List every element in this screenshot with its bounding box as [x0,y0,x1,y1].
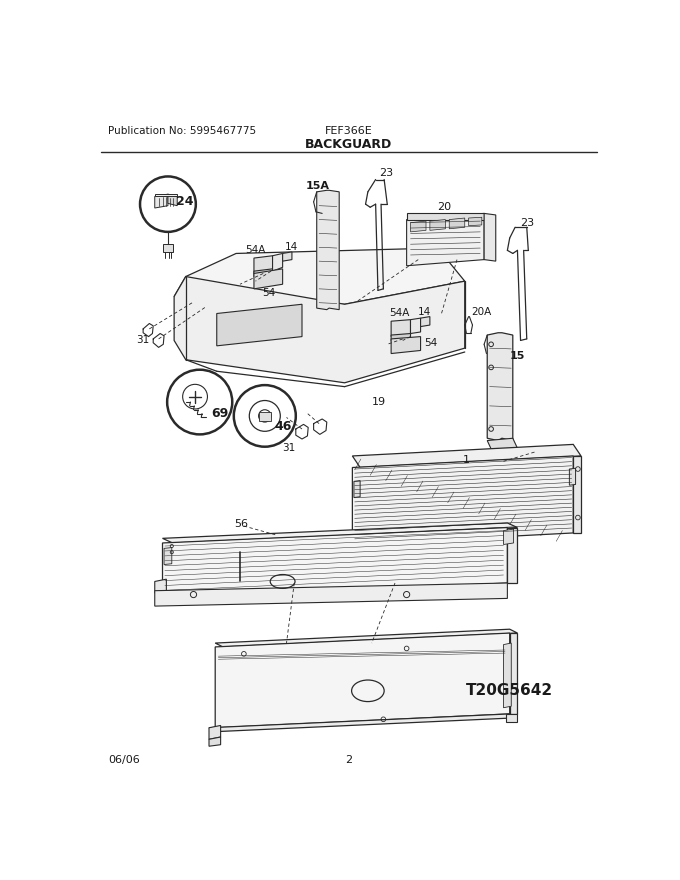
Polygon shape [155,579,167,593]
Polygon shape [283,252,292,261]
Polygon shape [352,456,573,545]
Text: 06/06: 06/06 [108,755,140,765]
Text: 1: 1 [463,455,470,465]
Polygon shape [174,276,464,383]
Polygon shape [507,527,517,583]
Polygon shape [168,194,177,206]
Polygon shape [449,218,464,229]
Polygon shape [209,737,220,746]
Text: 54: 54 [262,288,275,297]
Polygon shape [258,412,271,422]
Polygon shape [155,194,177,196]
Text: 23: 23 [379,168,394,179]
Polygon shape [317,190,339,310]
Polygon shape [411,318,420,334]
Text: T20G5642: T20G5642 [466,683,554,699]
Text: 14: 14 [418,307,432,317]
Polygon shape [488,438,517,451]
Polygon shape [469,217,482,225]
Polygon shape [420,317,430,326]
Text: 23: 23 [521,217,534,228]
Polygon shape [155,194,168,208]
Polygon shape [163,244,173,252]
Text: 2: 2 [345,755,352,765]
Polygon shape [354,480,360,497]
Polygon shape [352,444,581,467]
Polygon shape [411,221,426,232]
Text: 14: 14 [285,241,299,252]
Polygon shape [254,269,283,289]
Polygon shape [573,456,581,533]
Text: 54: 54 [424,338,438,348]
Polygon shape [217,304,302,346]
Polygon shape [430,219,445,231]
Polygon shape [164,547,172,565]
Polygon shape [155,583,507,606]
Polygon shape [484,214,496,261]
Polygon shape [503,529,513,545]
Text: BACKGUARD: BACKGUARD [305,137,392,150]
Text: 15A: 15A [306,181,330,192]
Polygon shape [391,336,420,354]
Text: 20A: 20A [471,307,491,317]
Text: 19: 19 [372,397,386,407]
Polygon shape [510,633,517,714]
Text: 31: 31 [283,444,296,453]
Text: 20: 20 [438,202,452,212]
Polygon shape [273,253,283,271]
Polygon shape [215,633,510,728]
Polygon shape [503,643,511,708]
Text: 56: 56 [234,519,248,530]
Text: 15: 15 [510,351,525,361]
Text: 24: 24 [175,195,193,209]
Text: Publication No: 5995467775: Publication No: 5995467775 [108,126,256,136]
Polygon shape [163,523,517,543]
Polygon shape [215,629,517,647]
Polygon shape [407,214,484,266]
Polygon shape [163,527,507,598]
Polygon shape [209,714,517,731]
Polygon shape [407,214,484,219]
Text: 46: 46 [274,420,292,433]
Text: 54A: 54A [389,309,409,319]
Text: 69: 69 [211,407,228,420]
Polygon shape [391,334,411,341]
Text: 54A: 54A [245,246,266,255]
Polygon shape [488,333,513,441]
Polygon shape [569,468,575,485]
Polygon shape [209,725,220,739]
Polygon shape [254,269,273,276]
Text: FEF366E: FEF366E [324,126,373,136]
Polygon shape [391,319,411,336]
Polygon shape [254,256,273,274]
Text: 31: 31 [136,335,150,346]
Polygon shape [174,248,464,304]
Polygon shape [506,714,517,722]
